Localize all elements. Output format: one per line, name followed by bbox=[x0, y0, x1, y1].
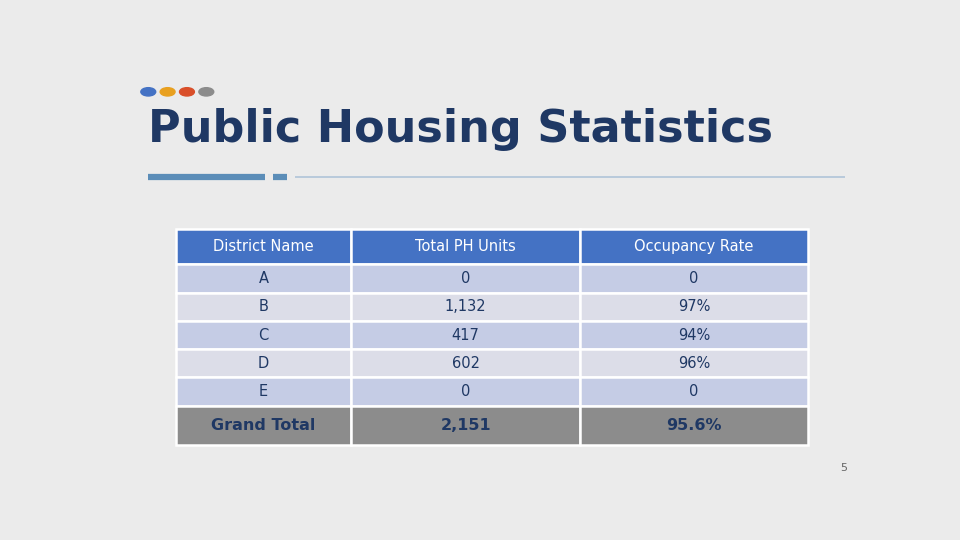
Bar bbox=[580, 349, 808, 377]
Bar bbox=[580, 265, 808, 293]
Text: 95.6%: 95.6% bbox=[666, 418, 722, 433]
Text: E: E bbox=[259, 384, 268, 399]
Circle shape bbox=[199, 87, 214, 96]
Text: D: D bbox=[258, 356, 269, 371]
Bar bbox=[176, 349, 351, 377]
Bar bbox=[176, 265, 351, 293]
Bar bbox=[351, 321, 580, 349]
Circle shape bbox=[180, 87, 194, 96]
Bar bbox=[580, 377, 808, 406]
Text: 0: 0 bbox=[689, 271, 699, 286]
Bar bbox=[176, 293, 351, 321]
Text: 0: 0 bbox=[461, 384, 470, 399]
Bar bbox=[580, 321, 808, 349]
Bar bbox=[176, 406, 351, 446]
Bar bbox=[580, 229, 808, 265]
Text: Occupancy Rate: Occupancy Rate bbox=[635, 239, 754, 254]
Bar bbox=[351, 265, 580, 293]
Circle shape bbox=[141, 87, 156, 96]
Text: 5: 5 bbox=[841, 463, 848, 473]
Text: District Name: District Name bbox=[213, 239, 314, 254]
Text: 2,151: 2,151 bbox=[441, 418, 491, 433]
Bar bbox=[176, 377, 351, 406]
Bar bbox=[580, 293, 808, 321]
Text: 417: 417 bbox=[452, 328, 480, 342]
Text: 94%: 94% bbox=[678, 328, 710, 342]
Bar bbox=[351, 229, 580, 265]
Text: A: A bbox=[258, 271, 269, 286]
Bar bbox=[176, 229, 351, 265]
Circle shape bbox=[160, 87, 175, 96]
Text: 602: 602 bbox=[451, 356, 480, 371]
Text: Grand Total: Grand Total bbox=[211, 418, 316, 433]
Text: B: B bbox=[258, 299, 269, 314]
Bar bbox=[351, 293, 580, 321]
Bar bbox=[176, 321, 351, 349]
Text: Total PH Units: Total PH Units bbox=[416, 239, 516, 254]
Bar bbox=[351, 377, 580, 406]
Bar bbox=[351, 406, 580, 446]
Bar bbox=[351, 349, 580, 377]
Text: 1,132: 1,132 bbox=[444, 299, 487, 314]
Text: Public Housing Statistics: Public Housing Statistics bbox=[148, 109, 773, 151]
Text: 97%: 97% bbox=[678, 299, 710, 314]
Text: 96%: 96% bbox=[678, 356, 710, 371]
Text: 0: 0 bbox=[461, 271, 470, 286]
Text: C: C bbox=[258, 328, 269, 342]
Bar bbox=[580, 406, 808, 446]
Text: 0: 0 bbox=[689, 384, 699, 399]
